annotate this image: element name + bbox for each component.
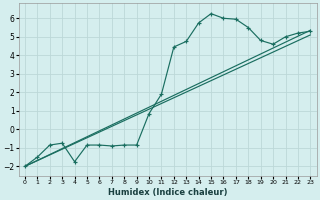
X-axis label: Humidex (Indice chaleur): Humidex (Indice chaleur) — [108, 188, 228, 197]
